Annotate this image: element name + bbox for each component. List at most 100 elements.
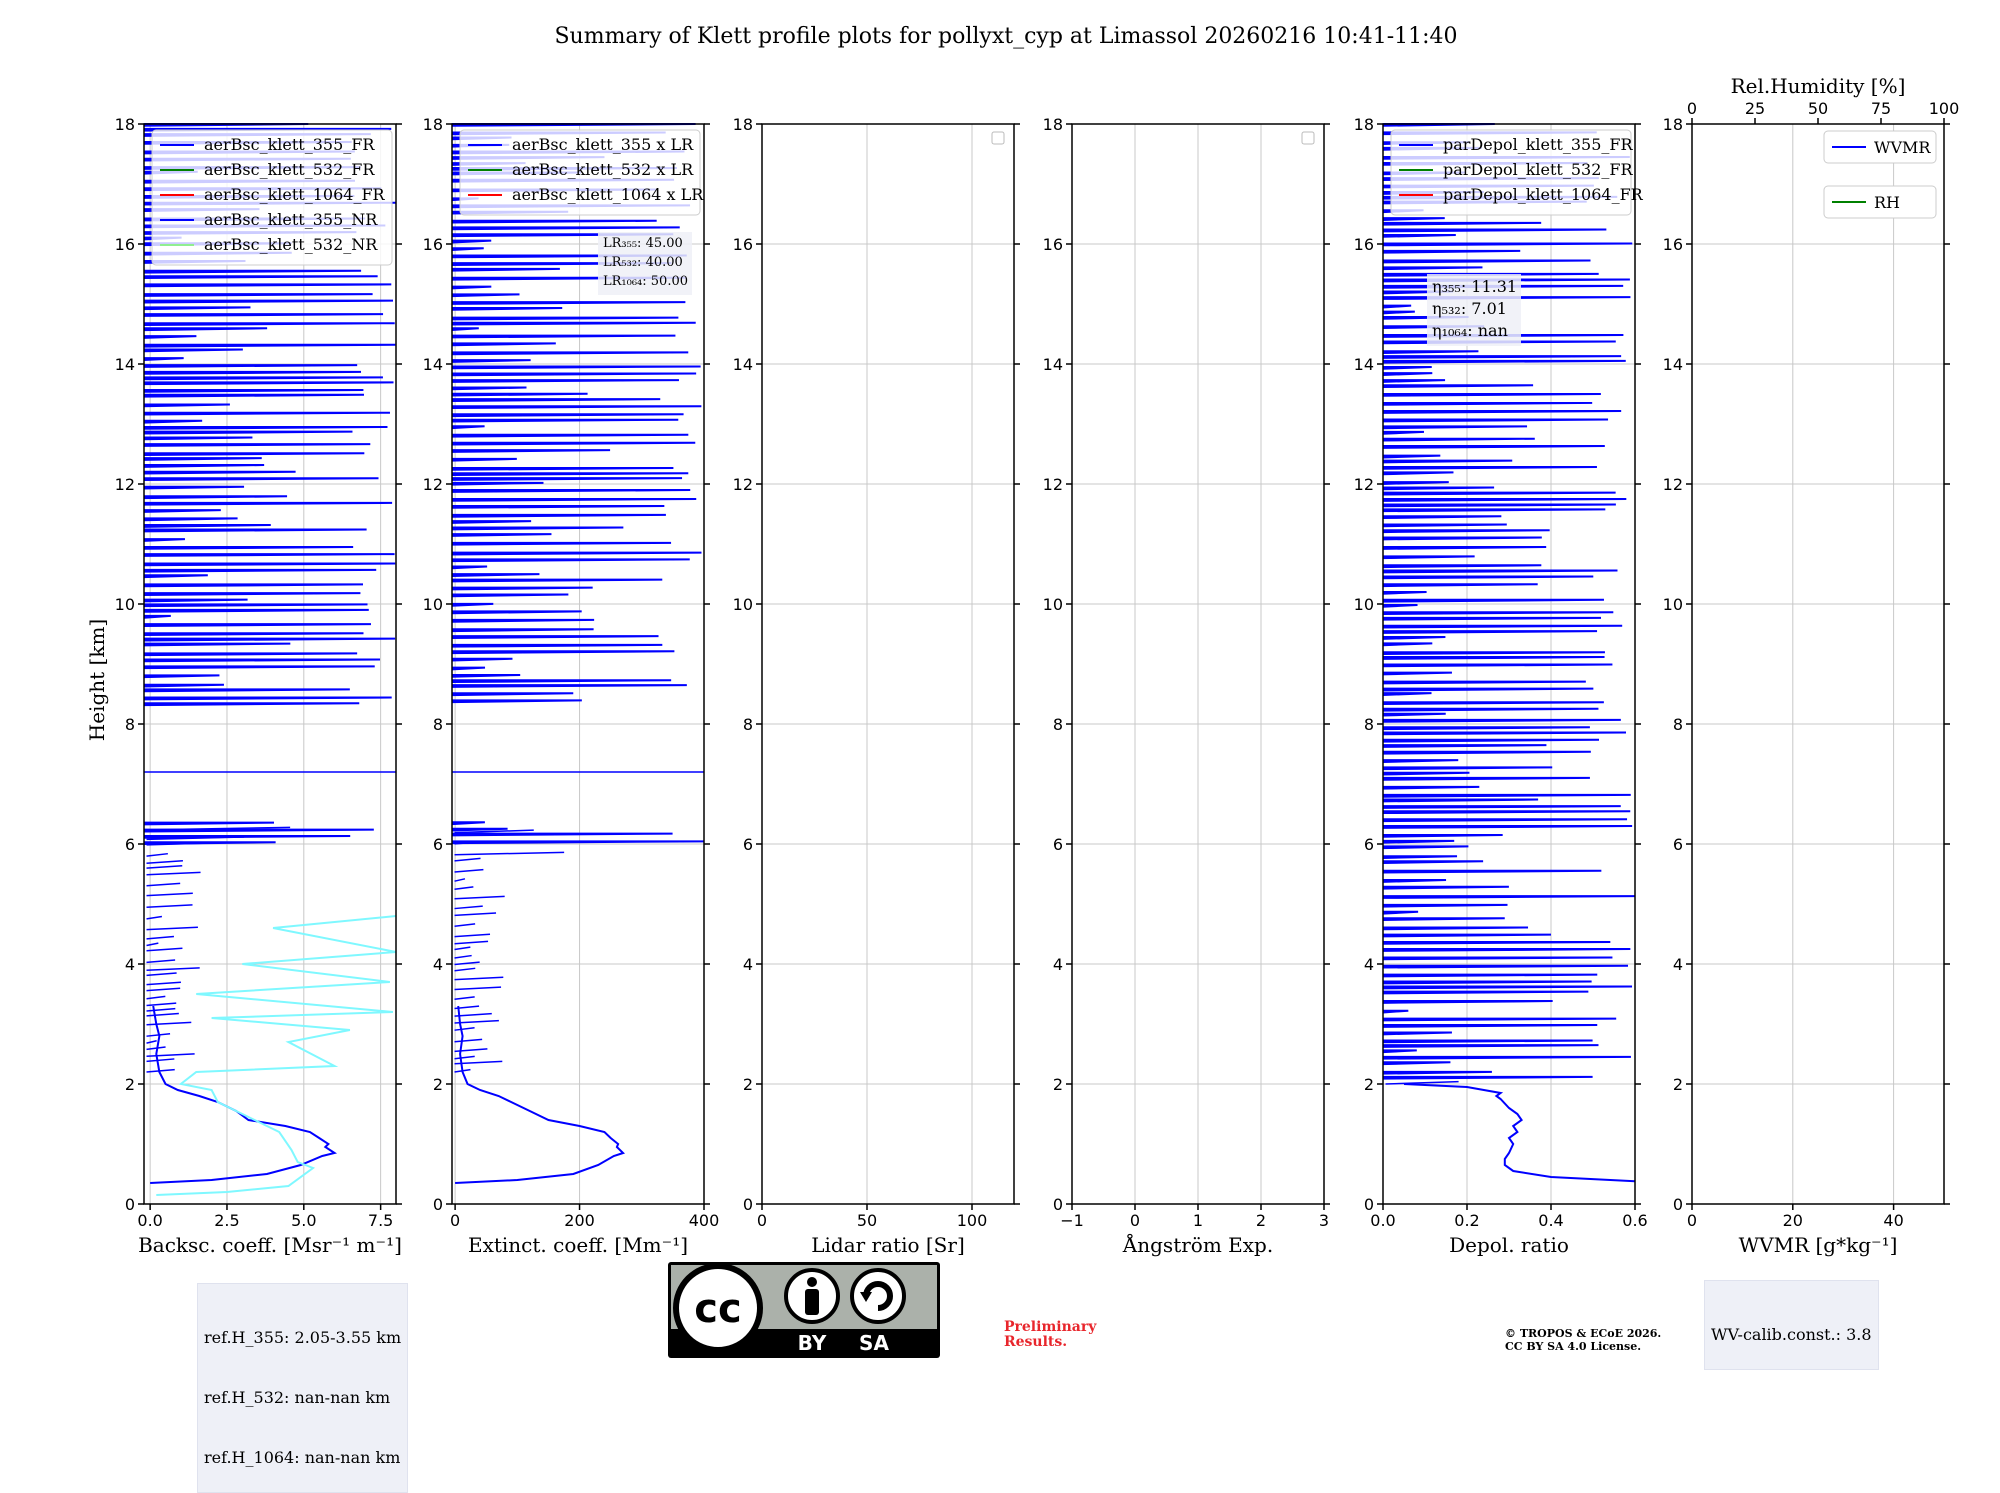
- cc-logo-text: cc: [694, 1286, 741, 1332]
- noise-profile: [1382, 498, 1627, 502]
- x-tick-label: 3: [1319, 1211, 1329, 1230]
- y-tick-label: 4: [743, 955, 753, 974]
- legend-label: aerBsc_klett_532 x LR: [512, 160, 694, 179]
- noise-profile: [1382, 465, 1597, 470]
- noise-profile: [451, 449, 611, 453]
- y-tick-label: 12: [1354, 475, 1374, 494]
- noise-profile: [451, 239, 492, 244]
- noise-profile: [1382, 1017, 1617, 1022]
- axes-frame: [1691, 123, 1945, 1205]
- empty-legend-box: [991, 131, 1005, 145]
- layer-trace: [146, 836, 245, 841]
- noise-profile: [451, 618, 595, 623]
- x-tick-label: 0.2: [1454, 1211, 1479, 1230]
- noise-profile: [451, 316, 679, 321]
- noise-profile: [143, 524, 271, 528]
- noise-profile: [451, 342, 556, 347]
- noise-profile: [451, 293, 520, 298]
- top-x-tick-label: 50: [1808, 99, 1828, 118]
- noise-profile: [451, 679, 672, 684]
- layer-trace: [454, 940, 489, 945]
- legend-label: parDepol_klett_532_FR: [1443, 160, 1634, 179]
- legend-box: [151, 129, 393, 266]
- noise-profile: [451, 351, 689, 356]
- y-tick-label: 8: [433, 715, 443, 734]
- cc-license-logo: cc BY SA: [668, 1262, 940, 1358]
- noise-profile: [143, 528, 367, 533]
- noise-profile: [143, 614, 171, 619]
- noise-profile: [1382, 718, 1621, 723]
- y-tick-label: 10: [115, 595, 135, 614]
- layer-trace: [454, 857, 481, 862]
- noise-profile: [143, 501, 393, 506]
- layer-trace: [146, 987, 181, 992]
- x-tick-label: 0.0: [1370, 1211, 1395, 1230]
- noise-profile: [1382, 933, 1551, 938]
- noise-profile: [143, 293, 373, 297]
- layer-trace: [454, 967, 476, 972]
- layer-trace: [146, 1002, 177, 1007]
- layer-trace: [454, 976, 504, 981]
- legend-label: parDepol_klett_1064_FR: [1443, 185, 1644, 204]
- y-tick-label: 2: [433, 1075, 443, 1094]
- layer-trace: [146, 841, 233, 846]
- layer-trace: [454, 933, 491, 938]
- noise-profile: [1382, 1031, 1452, 1036]
- layer-trace: [454, 996, 475, 1001]
- legend-label: aerBsc_klett_355_FR: [204, 135, 375, 154]
- noise-profile: [1382, 379, 1446, 383]
- annotation-box: [598, 232, 692, 295]
- noise-profile: [1382, 304, 1412, 309]
- x-axis-label: Extinct. coeff. [Mm⁻¹]: [468, 1233, 688, 1257]
- annotation-line: LR₅₃₂: 40.00: [603, 255, 683, 270]
- x-tick-label: 50: [857, 1211, 877, 1230]
- noise-profile: [143, 470, 296, 475]
- noise-profile: [1382, 616, 1602, 621]
- noise-profile: [1382, 885, 1509, 890]
- legend-box: [1390, 129, 1632, 216]
- y-tick-label: 14: [115, 355, 135, 374]
- noise-profile: [1382, 869, 1602, 874]
- noise-profile: [143, 283, 392, 288]
- noise-profile: [1382, 437, 1535, 442]
- preliminary-line-2: Results.: [1004, 1334, 1068, 1350]
- noise-profile: [1382, 825, 1633, 829]
- y-tick-label: 16: [423, 235, 443, 254]
- noise-profile: [1382, 750, 1591, 755]
- noise-profile: [451, 247, 484, 252]
- x-tick-label: 0.4: [1538, 1211, 1563, 1230]
- noise-profile: [143, 411, 390, 416]
- noise-profile: [143, 688, 350, 693]
- noise-profile: [143, 603, 368, 608]
- y-tick-label: 4: [1053, 955, 1063, 974]
- series-aerBsc_klett_355_FR: [150, 1005, 338, 1184]
- noise-profile: [451, 827, 508, 832]
- noise-profile: [1382, 701, 1604, 706]
- x-axis-label: WVMR [g*kg⁻¹]: [1739, 1233, 1898, 1257]
- noise-profile: [1382, 964, 1629, 969]
- x-tick-label: −1: [1060, 1211, 1084, 1230]
- noise-profile: [1382, 793, 1631, 798]
- y-tick-label: 10: [1043, 595, 1063, 614]
- x-tick-label: 7.5: [368, 1211, 393, 1230]
- noise-profile: [451, 472, 689, 477]
- noise-profile: [143, 381, 394, 386]
- noise-profile: [1382, 910, 1419, 915]
- noise-profile: [143, 436, 253, 441]
- noise-profile: [1382, 656, 1605, 660]
- noise-profile: [1382, 712, 1446, 717]
- x-tick-label: 0: [1687, 1211, 1697, 1230]
- y-axis-label: Height [km]: [85, 619, 109, 741]
- layer-trace: [146, 995, 166, 1000]
- y-tick-label: 4: [1673, 955, 1683, 974]
- y-tick-label: 14: [733, 355, 753, 374]
- noise-profile: [1382, 392, 1601, 397]
- noise-profile: [1382, 486, 1495, 491]
- layer-trace: [1385, 1080, 1459, 1085]
- y-tick-label: 16: [1043, 235, 1063, 254]
- noise-profile: [1382, 425, 1528, 430]
- noise-profile: [143, 568, 377, 573]
- noise-profile: [451, 692, 574, 697]
- noise-profile: [1382, 798, 1539, 803]
